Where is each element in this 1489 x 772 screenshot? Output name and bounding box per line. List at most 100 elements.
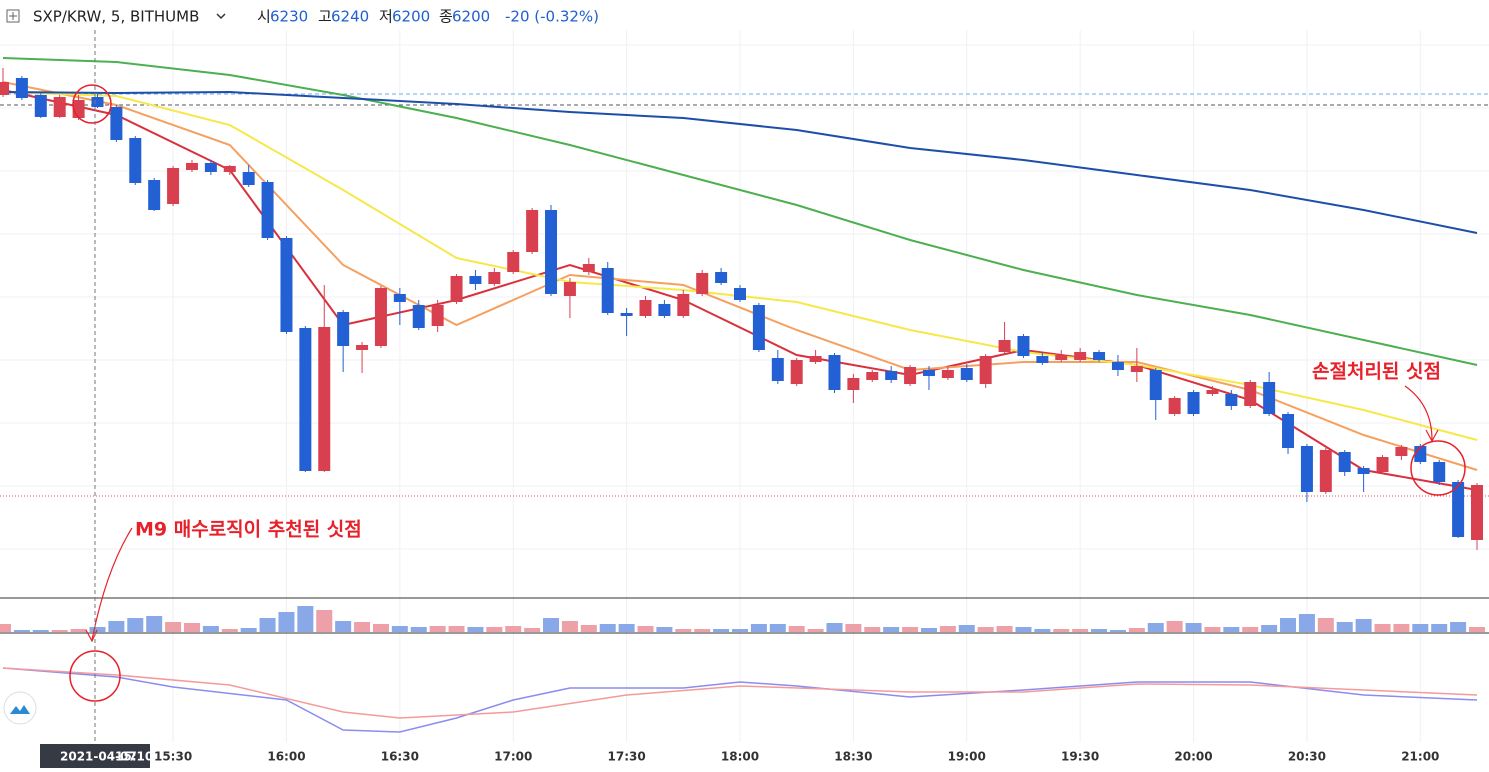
candle-body xyxy=(582,264,595,272)
volume-bar xyxy=(920,628,937,632)
candle-body xyxy=(53,97,66,117)
candle-body xyxy=(1149,370,1162,400)
logo[interactable] xyxy=(3,691,37,725)
volume-bar xyxy=(467,627,484,632)
candle-body xyxy=(526,210,539,252)
volume-bar xyxy=(750,624,767,632)
logo-icon xyxy=(10,705,30,714)
annotation: M9 매수로직이 추천된 싯점 xyxy=(135,519,362,541)
candle-body xyxy=(828,355,841,390)
volume-bar xyxy=(316,610,333,632)
candle-body xyxy=(639,300,652,316)
volume-bar xyxy=(1280,618,1297,632)
volume-bar xyxy=(732,629,748,632)
volume-bar xyxy=(183,623,200,632)
chevron[interactable] xyxy=(216,13,226,20)
candle-body xyxy=(129,138,142,183)
candle-body xyxy=(1452,482,1465,537)
candle-body xyxy=(507,252,520,272)
high-label: 고 xyxy=(318,8,332,26)
volume-bar xyxy=(845,624,862,632)
candle-body xyxy=(1130,366,1143,372)
marker-circle xyxy=(72,84,112,124)
candle-body xyxy=(1471,485,1483,540)
candle-body xyxy=(1225,394,1238,406)
volume-bar xyxy=(1034,629,1051,632)
volume-bar xyxy=(1242,627,1259,632)
candle-body xyxy=(979,356,992,384)
candle-body xyxy=(1055,355,1068,360)
volume-bar xyxy=(996,626,1013,632)
volume-bar xyxy=(89,627,106,632)
candle-body xyxy=(922,370,935,376)
symbol[interactable]: SXP/KRW, 5, BITHUMB xyxy=(33,8,199,26)
candle-body xyxy=(185,163,198,170)
volume-bar xyxy=(32,630,49,632)
candle-body xyxy=(1263,382,1276,414)
candle-body xyxy=(1319,450,1332,492)
volume-bar xyxy=(1053,629,1070,632)
volume-bar xyxy=(0,624,11,632)
volume-bar xyxy=(240,628,257,632)
arrow-head xyxy=(1425,429,1439,443)
volume-bar xyxy=(505,626,522,632)
candle-body xyxy=(299,328,312,471)
open-value: 6230 xyxy=(270,8,308,26)
volume-bar xyxy=(1261,625,1278,632)
volume-bar xyxy=(599,624,616,632)
volume-bar xyxy=(108,621,125,632)
candle-body xyxy=(204,163,217,172)
volume-bar xyxy=(13,630,30,632)
volume-bar xyxy=(618,624,635,632)
volume-bar xyxy=(486,627,503,632)
candle-body xyxy=(318,327,331,471)
indicator-line xyxy=(2,667,1478,733)
candle-body xyxy=(1074,352,1087,360)
volume-bar xyxy=(354,622,371,632)
x-tick-label: 20:00 xyxy=(1174,750,1212,764)
candle-body xyxy=(734,288,746,300)
x-tick-label: 21:00 xyxy=(1401,750,1439,764)
volume-bar xyxy=(1166,621,1183,632)
volume-bar xyxy=(1412,624,1429,632)
candle-body xyxy=(771,358,784,381)
candle-body xyxy=(696,273,709,294)
candle-body xyxy=(1338,452,1351,472)
candle-body xyxy=(34,95,47,117)
crosshair-date: 2021-04-07 xyxy=(60,750,137,764)
candle-body xyxy=(1017,336,1030,356)
candle-body xyxy=(1244,382,1257,406)
candle-body xyxy=(91,97,104,107)
candle-body xyxy=(1282,414,1295,448)
volume-bar xyxy=(561,621,578,632)
volume-bar xyxy=(165,622,182,632)
volume-bar xyxy=(221,629,238,632)
volume-bar xyxy=(1450,622,1467,632)
candle-body xyxy=(960,368,973,380)
close-value: 6200 xyxy=(452,8,490,26)
candle-body xyxy=(450,276,463,302)
volume-bar xyxy=(127,618,144,632)
candle-body xyxy=(1036,356,1049,363)
volume-bar xyxy=(826,623,843,632)
candle-body xyxy=(847,378,860,390)
candle-body xyxy=(1168,398,1181,414)
volume-bar xyxy=(713,629,730,632)
volume-bar xyxy=(202,626,219,632)
candle-body xyxy=(904,367,917,384)
volume-bar xyxy=(1147,623,1164,632)
change: -20 (-0.32%) xyxy=(505,8,599,26)
volume-bar xyxy=(524,628,541,632)
candle-body xyxy=(223,166,236,172)
x-tick-label: 18:00 xyxy=(721,750,759,764)
candle-body xyxy=(261,182,274,238)
volume-bar xyxy=(977,627,994,632)
candle-body xyxy=(393,294,406,302)
volume-bar xyxy=(51,630,68,632)
expand-icon[interactable] xyxy=(6,9,20,23)
candle-body xyxy=(1357,468,1370,474)
x-tick-label: 20:30 xyxy=(1288,750,1326,764)
volume-bar xyxy=(372,624,389,632)
candle-body xyxy=(790,360,803,384)
